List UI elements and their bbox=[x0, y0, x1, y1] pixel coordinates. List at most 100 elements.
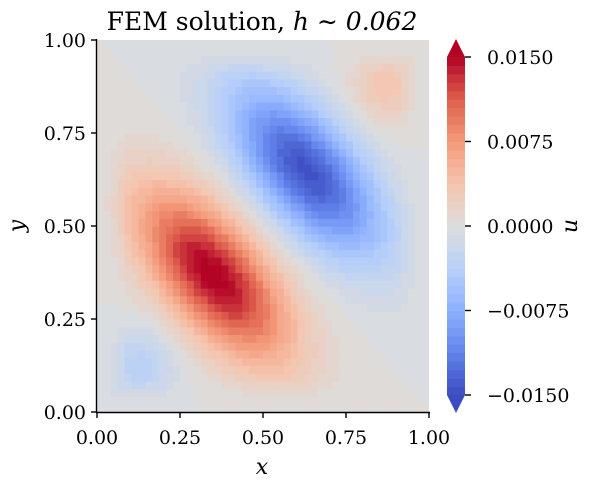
heatmap-cell bbox=[359, 202, 368, 212]
heatmap-cell bbox=[359, 396, 368, 405]
heatmap-cell bbox=[311, 148, 319, 157]
heatmap-cell bbox=[366, 257, 375, 266]
heatmap-cell bbox=[159, 350, 167, 359]
heatmap-cell bbox=[221, 342, 230, 351]
heatmap-cell bbox=[242, 334, 250, 343]
heatmap-cell bbox=[325, 109, 333, 119]
heatmap-cell bbox=[415, 350, 423, 359]
heatmap-cell bbox=[131, 272, 140, 281]
heatmap-cell bbox=[124, 71, 133, 80]
heatmap-cell bbox=[256, 63, 264, 72]
heatmap-cell bbox=[332, 109, 340, 119]
heatmap-cell bbox=[138, 40, 147, 49]
heatmap-cell bbox=[359, 171, 368, 181]
heatmap-cell bbox=[415, 171, 423, 181]
heatmap-cell bbox=[97, 156, 105, 165]
heatmap-cell bbox=[283, 396, 292, 405]
heatmap-cell bbox=[380, 311, 389, 320]
heatmap-cell bbox=[228, 78, 236, 88]
heatmap-cell bbox=[186, 218, 195, 227]
heatmap-cell bbox=[228, 195, 236, 204]
heatmap-cell bbox=[207, 288, 216, 297]
heatmap-cell bbox=[152, 117, 160, 126]
heatmap-cell bbox=[103, 171, 112, 181]
heatmap-cell bbox=[346, 86, 354, 95]
heatmap-cell bbox=[173, 342, 181, 351]
heatmap-cell bbox=[297, 210, 306, 219]
heatmap-cell bbox=[214, 171, 223, 181]
heatmap-cell bbox=[373, 334, 382, 343]
heatmap-cell bbox=[422, 140, 429, 150]
heatmap-cell bbox=[159, 179, 167, 188]
colorbar-tick-label: −0.0150 bbox=[487, 385, 569, 407]
heatmap-cell bbox=[380, 202, 389, 212]
heatmap-cell bbox=[207, 249, 216, 258]
heatmap-cell bbox=[359, 350, 368, 359]
heatmap-cell bbox=[283, 233, 292, 243]
heatmap-cell bbox=[373, 303, 382, 312]
heatmap-cell bbox=[228, 148, 236, 157]
heatmap-cell bbox=[290, 47, 299, 57]
heatmap-cell bbox=[311, 133, 319, 142]
heatmap-cell bbox=[117, 133, 126, 142]
heatmap-cell bbox=[283, 55, 292, 64]
heatmap-cell bbox=[359, 249, 368, 258]
heatmap-cell bbox=[346, 210, 354, 219]
heatmap-cell bbox=[221, 241, 230, 250]
heatmap-cell bbox=[283, 257, 292, 266]
heatmap-cell bbox=[228, 326, 236, 336]
heatmap-cell bbox=[380, 264, 389, 274]
heatmap-cell bbox=[297, 295, 306, 305]
heatmap-cell bbox=[117, 109, 126, 119]
heatmap-cell bbox=[311, 280, 319, 289]
heatmap-cell bbox=[145, 71, 153, 80]
heatmap-cell bbox=[166, 195, 174, 204]
heatmap-cell bbox=[152, 55, 160, 64]
heatmap-cell bbox=[373, 179, 382, 188]
heatmap-cell bbox=[166, 365, 174, 374]
heatmap-cell bbox=[290, 373, 299, 382]
heatmap-cell bbox=[117, 47, 126, 57]
heatmap-cell bbox=[366, 350, 375, 359]
heatmap-cell bbox=[200, 78, 209, 88]
heatmap-cell bbox=[366, 388, 375, 398]
heatmap-cell bbox=[325, 55, 333, 64]
heatmap-cell bbox=[318, 249, 326, 258]
heatmap-cell bbox=[173, 264, 181, 274]
heatmap-cell bbox=[200, 117, 209, 126]
heatmap-cell bbox=[145, 195, 153, 204]
heatmap-cell bbox=[359, 373, 368, 382]
heatmap-cell bbox=[269, 94, 278, 103]
heatmap-cell bbox=[387, 210, 396, 219]
heatmap-cell bbox=[228, 241, 236, 250]
heatmap-cell bbox=[263, 148, 271, 157]
heatmap-cell bbox=[325, 86, 333, 95]
heatmap-cell bbox=[332, 71, 340, 80]
heatmap-cell bbox=[173, 187, 181, 196]
heatmap-cell bbox=[380, 164, 389, 173]
heatmap-cell bbox=[269, 319, 278, 328]
heatmap-cell bbox=[422, 264, 429, 274]
heatmap-cell bbox=[235, 94, 243, 103]
heatmap-cell bbox=[193, 187, 202, 196]
chart-title-math: h ∼ 0.062 bbox=[293, 7, 418, 36]
heatmap-cell bbox=[173, 233, 181, 243]
heatmap-cell bbox=[124, 226, 133, 235]
heatmap-cell bbox=[152, 233, 160, 243]
heatmap-cell bbox=[352, 257, 361, 266]
heatmap-cell bbox=[401, 357, 409, 367]
heatmap-cell bbox=[276, 94, 285, 103]
heatmap-cell bbox=[332, 171, 340, 181]
heatmap-cell bbox=[166, 272, 174, 281]
heatmap-cell bbox=[394, 202, 402, 212]
heatmap-cell bbox=[415, 55, 423, 64]
heatmap-cell bbox=[276, 125, 285, 134]
heatmap-cell bbox=[214, 195, 223, 204]
heatmap-cell bbox=[422, 342, 429, 351]
heatmap-cell bbox=[207, 357, 216, 367]
heatmap-cell bbox=[304, 303, 313, 312]
heatmap-cell bbox=[228, 218, 236, 227]
heatmap-cell bbox=[339, 40, 347, 49]
heatmap-cell bbox=[159, 396, 167, 405]
heatmap-cell bbox=[145, 187, 153, 196]
